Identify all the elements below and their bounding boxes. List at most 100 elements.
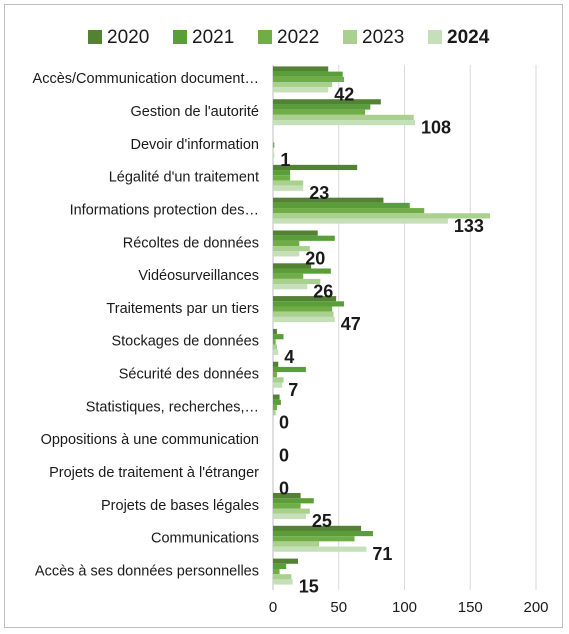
bar-stockages-de-donnees-2020 — [273, 328, 277, 335]
category-label-communications: Communications — [151, 531, 259, 547]
bar-devoir-d-information-2022 — [273, 142, 275, 148]
bar-legalite-d-un-traitement-2024 — [273, 185, 304, 191]
category-label-securite-des-donnees: Sécurité des données — [119, 367, 259, 383]
data-label-devoir-d-information: 1 — [280, 150, 290, 170]
category-label-gestion-de-l-autorite: Gestion de l'autorité — [130, 104, 259, 120]
bar-stockages-de-donnees-2022 — [273, 339, 276, 345]
bar-stockages-de-donnees-2024 — [273, 349, 279, 355]
legend-swatch-2022 — [258, 30, 272, 44]
bar-legalite-d-un-traitement-2022 — [273, 175, 291, 181]
bar-statistiques-recherches-2020 — [273, 394, 280, 400]
bar-recoltes-de-donnees-2024 — [273, 251, 300, 257]
data-label-legalite-d-un-traitement: 23 — [309, 183, 329, 203]
category-label-videosurveillances: Vidéosurveillances — [138, 268, 259, 284]
bar-stockages-de-donnees-2021 — [273, 334, 284, 340]
legend-swatch-2021 — [173, 30, 187, 44]
category-label-statistiques-recherches: Statistiques, recherches,… — [86, 399, 259, 415]
legend-label-2021: 2021 — [192, 27, 234, 48]
data-label-projets-de-bases-legales: 25 — [312, 511, 332, 531]
bar-gestion-de-l-autorite-2020 — [273, 99, 381, 105]
category-label-informations-protection-des: Informations protection des… — [70, 202, 259, 218]
category-labels: Accès/Communication document… Gestion de … — [33, 71, 260, 579]
bar-informations-protection-des-2021 — [273, 202, 410, 209]
x-tick-150: 150 — [458, 599, 483, 616]
legend-label-2022: 2022 — [277, 27, 319, 48]
data-label-recoltes-de-donnees: 20 — [305, 249, 325, 269]
category-label-acces-communication-document: Accès/Communication document… — [33, 71, 259, 87]
bar-traitements-par-un-tiers-2021 — [273, 301, 345, 307]
data-label-stockages-de-donnees: 4 — [284, 347, 294, 367]
x-tick-0: 0 — [269, 599, 277, 616]
bar-legalite-d-un-traitement-2021 — [273, 170, 291, 176]
bar-gestion-de-l-autorite-2021 — [273, 104, 371, 110]
bar-projets-de-bases-legales-2021 — [273, 498, 314, 504]
bar-informations-protection-des-2024 — [273, 218, 448, 224]
bar-projets-de-bases-legales-2020 — [273, 492, 301, 499]
legend-label-2024: 2024 — [447, 27, 490, 48]
bar-securite-des-donnees-2020 — [273, 361, 279, 367]
data-label-traitements-par-un-tiers: 47 — [341, 314, 361, 334]
data-label-informations-protection-des: 133 — [454, 216, 484, 236]
legend-swatch-2020 — [88, 30, 102, 44]
category-label-recoltes-de-donnees: Récoltes de données — [123, 235, 259, 251]
bar-legalite-d-un-traitement-2020 — [273, 164, 358, 171]
bar-videosurveillances-2023 — [273, 278, 321, 285]
bar-recoltes-de-donnees-2023 — [273, 246, 310, 252]
bar-recoltes-de-donnees-2022 — [273, 240, 300, 247]
bar-acces-communication-document-2021 — [273, 71, 343, 77]
bar-communications-2023 — [273, 541, 320, 547]
bar-videosurveillances-2020 — [273, 263, 312, 269]
category-label-legalite-d-un-traitement: Légalité d'un traitement — [109, 170, 259, 186]
bar-gestion-de-l-autorite-2022 — [273, 109, 366, 115]
bar-gestion-de-l-autorite-2024 — [273, 120, 416, 126]
bar-securite-des-donnees-2024 — [273, 382, 283, 388]
data-label-acces-communication-document: 42 — [334, 85, 354, 105]
bar-acces-communication-document-2022 — [273, 76, 345, 83]
bar-acces-communication-document-2023 — [273, 82, 333, 88]
data-label-projets-de-traitement-a-l-etranger: 0 — [279, 478, 289, 498]
category-label-projets-de-bases-legales: Projets de bases légales — [101, 498, 259, 514]
legend-label-2020: 2020 — [107, 27, 149, 48]
data-label-acces-a-ses-donnees-personnelles: 15 — [299, 577, 319, 597]
bar-recoltes-de-donnees-2021 — [273, 235, 335, 241]
category-label-devoir-d-information: Devoir d'information — [131, 137, 260, 153]
x-tick-50: 50 — [330, 599, 347, 616]
x-tick-200: 200 — [523, 599, 548, 616]
category-label-oppositions-a-une-communication: Oppositions à une communication — [41, 432, 259, 448]
bar-videosurveillances-2021 — [273, 268, 331, 274]
category-label-acces-a-ses-donnees-personnelles: Accès à ses données personnelles — [35, 563, 259, 579]
bar-acces-a-ses-donnees-personnelles-2020 — [273, 558, 298, 564]
bar-communications-2022 — [273, 536, 355, 542]
bar-projets-de-bases-legales-2022 — [273, 503, 301, 509]
category-label-projets-de-traitement-a-l-etranger: Projets de traitement à l'étranger — [49, 465, 259, 481]
bar-informations-protection-des-2022 — [273, 208, 425, 214]
bar-traitements-par-un-tiers-2022 — [273, 306, 333, 312]
category-label-stockages-de-donnees: Stockages de données — [111, 334, 259, 350]
bar-traitements-par-un-tiers-2023 — [273, 311, 334, 317]
legend-swatch-2023 — [343, 30, 357, 44]
bar-traitements-par-un-tiers-2024 — [273, 316, 335, 323]
bar-acces-a-ses-donnees-personnelles-2022 — [273, 568, 280, 575]
bar-legalite-d-un-traitement-2023 — [273, 180, 304, 186]
bar-statistiques-recherches-2023 — [273, 410, 276, 416]
bar-videosurveillances-2022 — [273, 273, 304, 279]
bar-acces-communication-document-2020 — [273, 66, 329, 72]
bar-stockages-de-donnees-2023 — [273, 344, 277, 350]
bar-acces-communication-document-2024 — [273, 87, 329, 93]
bar-projets-de-bases-legales-2023 — [273, 508, 310, 514]
bars — [273, 66, 490, 585]
bar-statistiques-recherches-2021 — [273, 399, 281, 405]
bar-devoir-d-information-2024 — [273, 152, 275, 159]
data-label-videosurveillances: 26 — [313, 281, 333, 301]
bar-videosurveillances-2024 — [273, 284, 308, 290]
legend-label-2023: 2023 — [362, 27, 404, 48]
data-label-statistiques-recherches: 0 — [279, 413, 289, 433]
bar-statistiques-recherches-2022 — [273, 404, 277, 411]
x-axis-ticks: 0 50 100 150 200 — [269, 599, 549, 616]
x-tick-100: 100 — [392, 599, 417, 616]
bar-acces-a-ses-donnees-personnelles-2021 — [273, 563, 287, 569]
category-label-traitements-par-un-tiers: Traitements par un tiers — [106, 301, 259, 317]
bar-securite-des-donnees-2023 — [273, 377, 284, 383]
bar-acces-a-ses-donnees-personnelles-2024 — [273, 579, 293, 585]
